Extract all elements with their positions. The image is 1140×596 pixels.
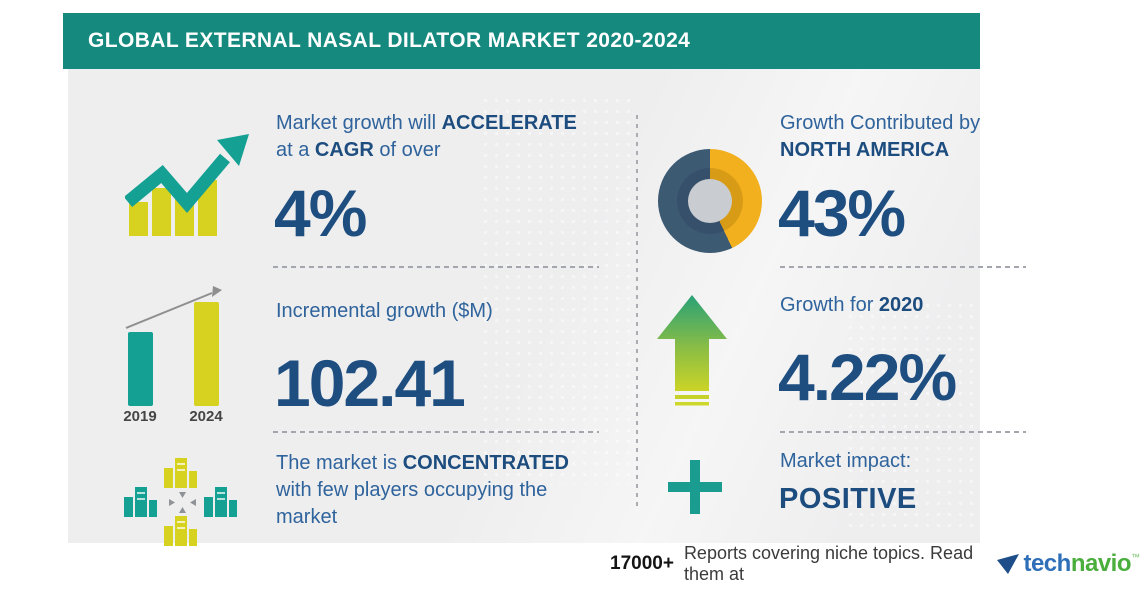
cagr-text: at a <box>276 139 315 161</box>
contribution-headline: Growth Contributed by NORTH AMERICA <box>780 110 980 164</box>
bar-year-label: 2024 <box>189 408 223 424</box>
logo-trademark: ™ <box>1131 552 1140 562</box>
incremental-growth-bar-chart: 2019 2024 <box>123 286 223 424</box>
divider <box>780 431 1026 433</box>
reports-count: 17000+ <box>610 553 674 574</box>
market-impact-label: Market impact: <box>780 450 912 472</box>
growth-2020-headline: Growth for 2020 <box>780 292 923 319</box>
structure-text-concentrated: CONCENTRATED <box>402 452 569 474</box>
incremental-bar <box>128 332 153 406</box>
contribution-value: 43% <box>778 176 906 250</box>
market-concentration-buildings-icon <box>124 458 237 546</box>
technavio-triangle-icon <box>997 553 1020 574</box>
incremental-growth-value: 102.41 <box>274 346 466 420</box>
contribution-region: NORTH AMERICA <box>780 139 950 161</box>
growth-2020-year: 2020 <box>878 294 924 316</box>
technavio-logo: tech navio ™ <box>997 550 1140 578</box>
logo-tech: tech <box>1023 550 1071 577</box>
cagr-text-cagr: CAGR <box>314 139 374 161</box>
divider <box>273 431 599 433</box>
page-title: GLOBAL EXTERNAL NASAL DILATOR MARKET 202… <box>88 29 691 52</box>
title-banner: GLOBAL EXTERNAL NASAL DILATOR MARKET 202… <box>63 13 980 69</box>
plus-vertical-bar <box>690 460 700 514</box>
incremental-growth-label: Incremental growth ($M) <box>276 300 493 322</box>
donut-center <box>688 179 732 223</box>
growth-2020-text: Growth for <box>780 294 879 316</box>
growth-trend-chart-icon <box>125 134 249 236</box>
plus-icon <box>668 460 722 514</box>
structure-text: The market is <box>276 452 403 474</box>
donut-chart <box>658 149 762 253</box>
column-divider <box>636 115 638 511</box>
market-impact-value: POSITIVE <box>779 483 917 515</box>
market-structure-text: The market is CONCENTRATED with few play… <box>276 450 596 531</box>
contribution-text: Growth Contributed by <box>780 112 981 134</box>
logo-navio: navio <box>1070 550 1132 577</box>
growth-up-arrow-icon <box>657 295 727 406</box>
content-area <box>68 69 980 543</box>
footer: 17000+ Reports covering niche topics. Re… <box>610 543 1140 584</box>
structure-text: with few players occupying the market <box>276 479 548 528</box>
cagr-headline: Market growth will ACCELERATE at a CAGR … <box>276 110 577 164</box>
divider <box>273 266 599 268</box>
cagr-text: Market growth will <box>276 112 442 134</box>
incremental-bar <box>194 302 219 406</box>
footer-text: Reports covering niche topics. Read them… <box>683 543 974 584</box>
cagr-text: of over <box>373 139 441 161</box>
bar-year-label: 2019 <box>123 408 156 424</box>
cagr-value: 4% <box>274 176 367 250</box>
divider <box>780 266 1026 268</box>
cagr-text-accelerate: ACCELERATE <box>441 112 577 134</box>
growth-2020-value: 4.22% <box>778 340 957 414</box>
